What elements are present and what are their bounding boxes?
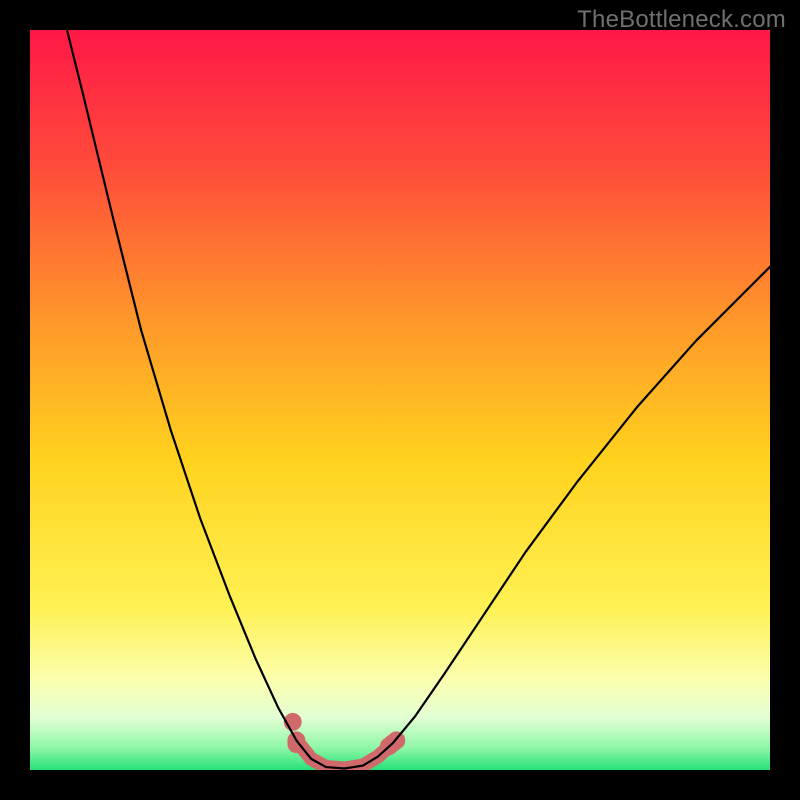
plot-area — [30, 30, 770, 770]
chart-svg — [30, 30, 770, 770]
gradient-background — [30, 30, 770, 770]
valley-dot — [287, 735, 305, 753]
chart-frame: TheBottleneck.com — [0, 0, 800, 800]
